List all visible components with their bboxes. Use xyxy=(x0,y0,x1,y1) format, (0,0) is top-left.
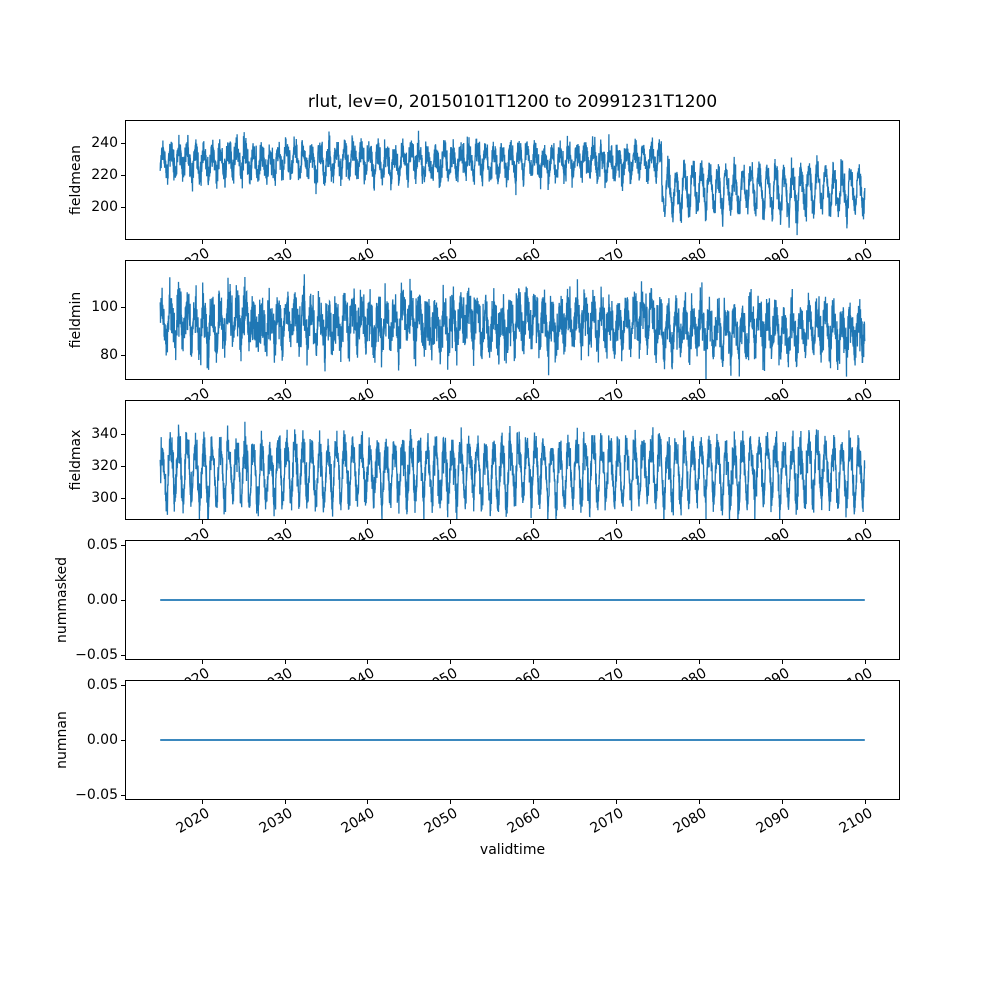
x-axis-label: validtime xyxy=(479,842,546,858)
axes-frame xyxy=(125,400,900,520)
plot-area-fieldmean xyxy=(125,120,900,240)
axes-frame xyxy=(125,540,900,660)
plot-area-fieldmax xyxy=(125,400,900,520)
y-tick-mark xyxy=(121,207,125,208)
x-tick-mark xyxy=(367,800,368,804)
x-tick-mark xyxy=(450,800,451,804)
x-tick-mark xyxy=(865,380,866,384)
x-tick-mark xyxy=(782,520,783,524)
y-tick-label: 80 xyxy=(100,347,118,363)
plot-canvas-fieldmin xyxy=(125,260,900,380)
plot-canvas-fieldmax xyxy=(125,400,900,520)
x-tick-mark xyxy=(285,240,286,244)
subplot-fieldmax: fieldmax 3003203402020203020402050206020… xyxy=(0,400,1000,557)
y-tick-label: 220 xyxy=(91,167,118,183)
line-series-fieldmin xyxy=(159,274,866,380)
x-tick-mark xyxy=(616,380,617,384)
plot-area-nummasked xyxy=(125,540,900,660)
y-tick-label: 0.00 xyxy=(86,592,118,608)
x-tick-mark xyxy=(865,240,866,244)
y-tick-label: 100 xyxy=(91,299,118,315)
y-tick-mark xyxy=(121,498,125,499)
y-tick-mark xyxy=(121,143,125,144)
x-tick-mark xyxy=(533,800,534,804)
plot-area-fieldmin xyxy=(125,260,900,380)
x-tick-mark xyxy=(533,380,534,384)
y-tick-mark xyxy=(121,795,125,796)
x-tick-mark xyxy=(202,520,203,524)
x-tick-mark xyxy=(450,240,451,244)
y-tick-label: 0.05 xyxy=(86,677,118,693)
y-tick-mark xyxy=(121,655,125,656)
x-tick-mark xyxy=(367,520,368,524)
x-tick-mark xyxy=(533,660,534,664)
y-tick-mark xyxy=(121,685,125,686)
y-tick-mark xyxy=(121,175,125,176)
x-tick-mark xyxy=(450,520,451,524)
y-tick-label: 340 xyxy=(91,426,118,442)
plot-area-numnan xyxy=(125,680,900,800)
x-tick-mark xyxy=(616,660,617,664)
y-tick-mark xyxy=(121,434,125,435)
x-tick-mark xyxy=(699,660,700,664)
axes-frame xyxy=(125,680,900,800)
line-series-fieldmax xyxy=(159,421,866,520)
x-tick-mark xyxy=(699,800,700,804)
axes-frame xyxy=(125,260,900,380)
y-tick-label: 240 xyxy=(91,135,118,151)
y-tick-mark xyxy=(121,545,125,546)
y-tick-label: 300 xyxy=(91,490,118,506)
x-tick-mark xyxy=(616,800,617,804)
plot-canvas-nummasked xyxy=(125,540,900,660)
x-tick-mark xyxy=(699,520,700,524)
x-tick-mark xyxy=(285,380,286,384)
x-tick-mark xyxy=(367,380,368,384)
x-tick-mark xyxy=(865,660,866,664)
x-tick-mark xyxy=(782,660,783,664)
y-tick-mark xyxy=(121,307,125,308)
x-tick-mark xyxy=(782,240,783,244)
y-tick-mark xyxy=(121,600,125,601)
x-tick-mark xyxy=(285,660,286,664)
x-tick-mark xyxy=(699,240,700,244)
x-tick-mark xyxy=(202,380,203,384)
y-tick-label: 0.05 xyxy=(86,537,118,553)
subplot-nummasked: nummasked −0.050.000.0520202030204020502… xyxy=(0,537,1000,697)
y-tick-label: 320 xyxy=(91,458,118,474)
plot-canvas-fieldmean xyxy=(125,120,900,240)
y-tick-label: 0.00 xyxy=(86,732,118,748)
y-tick-label: 200 xyxy=(91,199,118,215)
x-tick-mark xyxy=(450,380,451,384)
y-tick-label: −0.05 xyxy=(75,647,118,663)
line-series-fieldmean xyxy=(159,130,866,236)
subplot-numnan: numnan −0.05 0.00 0.05 2020 2030 2040 2050 2060… xyxy=(0,677,1000,837)
figure-title: rlut, lev=0, 20150101T1200 to 20991231T1… xyxy=(307,92,718,112)
x-tick-mark xyxy=(782,800,783,804)
x-tick-mark xyxy=(450,660,451,664)
x-tick-mark xyxy=(285,800,286,804)
x-tick-mark xyxy=(202,800,203,804)
x-tick-mark xyxy=(865,520,866,524)
y-tick-mark xyxy=(121,355,125,356)
x-tick-mark xyxy=(616,240,617,244)
plot-canvas-numnan xyxy=(125,680,900,800)
x-tick-mark xyxy=(699,380,700,384)
x-tick-mark xyxy=(285,520,286,524)
subplot-fieldmin: fieldmin 8010020202030204020502060207020… xyxy=(0,260,1000,417)
x-tick-mark xyxy=(202,660,203,664)
x-tick-mark xyxy=(367,660,368,664)
x-tick-mark xyxy=(367,240,368,244)
x-tick-mark xyxy=(533,240,534,244)
y-tick-mark xyxy=(121,740,125,741)
x-tick-mark xyxy=(533,520,534,524)
x-tick-mark xyxy=(616,520,617,524)
y-tick-mark xyxy=(121,466,125,467)
subplot-fieldmean: fieldmean 200220240202020302040205020602… xyxy=(0,120,1000,277)
x-tick-mark xyxy=(782,380,783,384)
x-tick-mark xyxy=(865,800,866,804)
x-tick-mark xyxy=(202,240,203,244)
y-tick-label: −0.05 xyxy=(75,787,118,803)
axes-frame xyxy=(125,120,900,240)
